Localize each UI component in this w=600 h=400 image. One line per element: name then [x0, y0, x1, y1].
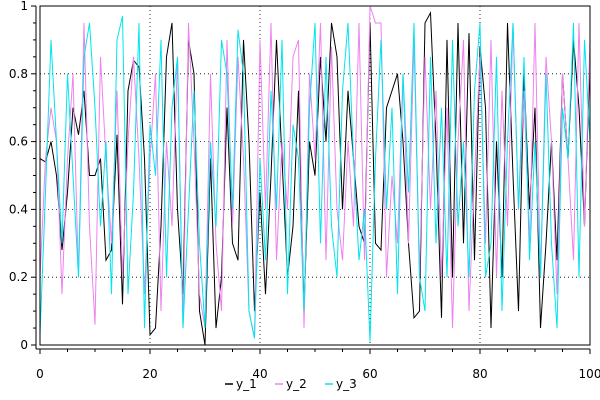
x-tick-label: 80 [472, 367, 487, 381]
y-tick-label: 0.4 [9, 202, 28, 216]
y-tick-label: 0.8 [9, 67, 28, 81]
x-tick-label: 60 [362, 367, 377, 381]
x-tick-label: 20 [142, 367, 157, 381]
series-line-y-1 [39, 10, 591, 346]
x-tick-label: 0 [36, 367, 44, 381]
axes [31, 5, 591, 354]
series-line-y-2 [39, 5, 591, 339]
y-tick-label: 0.2 [9, 270, 28, 284]
series-lines [39, 5, 591, 346]
y-tick-label: 0.6 [9, 135, 28, 149]
legend-label-y-2: y_2 [286, 377, 307, 391]
x-tick-label: 40 [252, 367, 267, 381]
y-tick-label: 0 [20, 338, 28, 352]
plot-frame [39, 5, 591, 346]
legend-label-y-3: y_3 [336, 377, 357, 391]
y-tick-label: 1 [20, 0, 28, 13]
x-tick-label: 100 [579, 367, 600, 381]
tick-labels: 0 20 40 60 80 100 0 0.2 0.4 0.6 0.8 1 [9, 0, 600, 381]
series-line-y-3 [39, 16, 591, 342]
legend-label-y-1: y_1 [236, 377, 257, 391]
legend: y_1 y_2 y_3 [225, 377, 357, 391]
